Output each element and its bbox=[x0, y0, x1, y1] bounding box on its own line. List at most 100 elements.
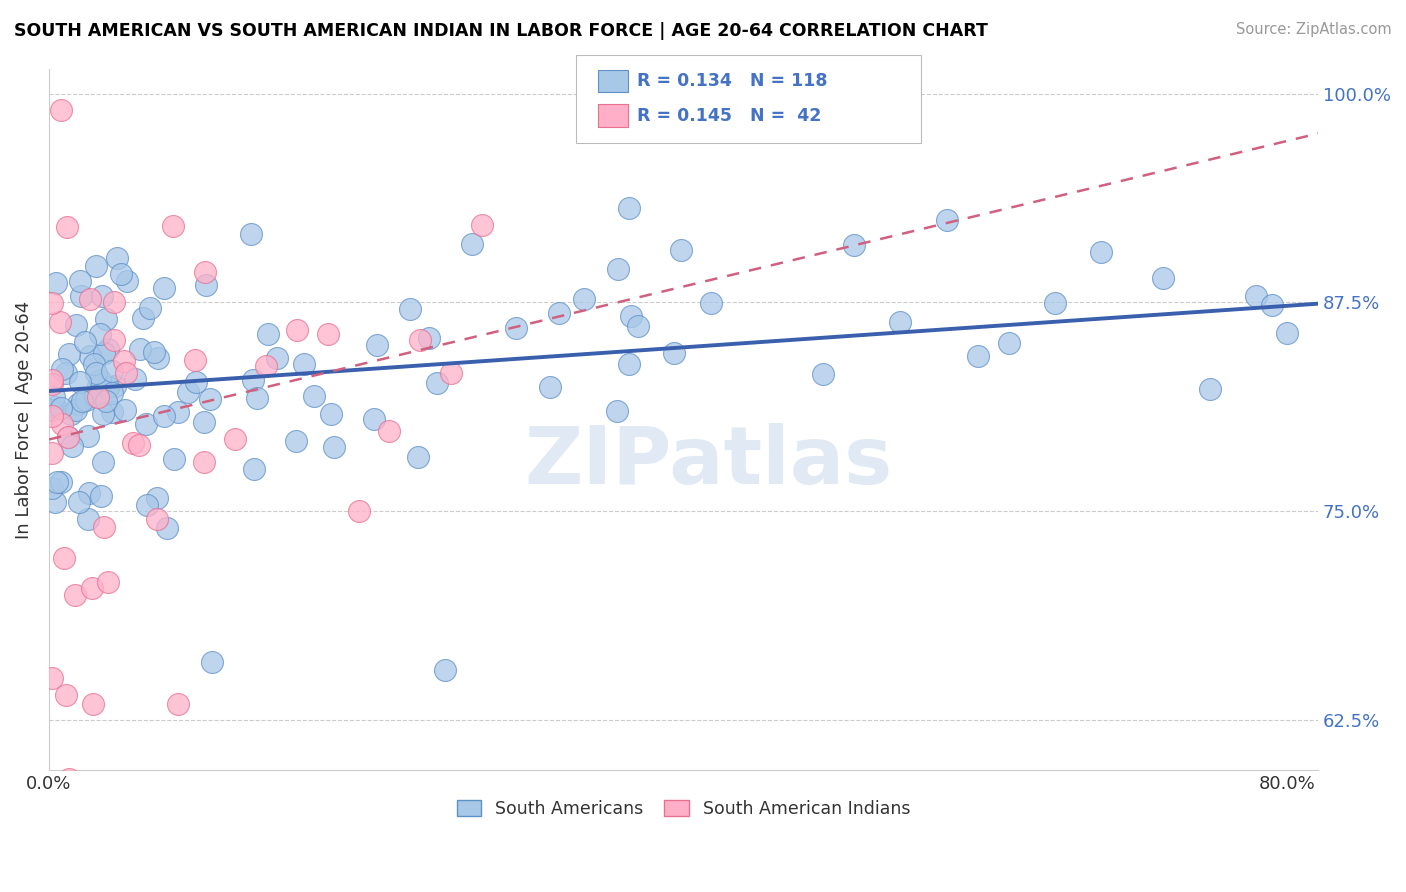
Point bbox=[153, 280, 176, 294]
Point bbox=[1152, 271, 1174, 285]
Point bbox=[363, 411, 385, 425]
Point bbox=[889, 316, 911, 330]
Point bbox=[699, 295, 721, 310]
Point bbox=[198, 392, 221, 406]
Point bbox=[69, 274, 91, 288]
Point bbox=[60, 407, 83, 421]
Point bbox=[122, 435, 145, 450]
Legend: South Americans, South American Indians: South Americans, South American Indians bbox=[450, 793, 917, 825]
Point bbox=[471, 218, 494, 232]
Text: SOUTH AMERICAN VS SOUTH AMERICAN INDIAN IN LABOR FORCE | AGE 20-64 CORRELATION C: SOUTH AMERICAN VS SOUTH AMERICAN INDIAN … bbox=[14, 22, 988, 40]
Point bbox=[89, 327, 111, 342]
Point bbox=[87, 390, 110, 404]
Point bbox=[41, 403, 63, 417]
Point bbox=[193, 455, 215, 469]
Point bbox=[166, 405, 188, 419]
Point bbox=[63, 588, 86, 602]
Text: R = 0.145   N =  42: R = 0.145 N = 42 bbox=[637, 106, 821, 125]
Point bbox=[669, 244, 692, 258]
Point bbox=[56, 219, 79, 234]
Point bbox=[72, 394, 94, 409]
Point bbox=[93, 346, 115, 360]
Point bbox=[153, 409, 176, 424]
Point bbox=[87, 378, 110, 392]
Point bbox=[664, 346, 686, 360]
Point bbox=[607, 262, 630, 277]
Point bbox=[83, 389, 105, 403]
Point bbox=[97, 380, 120, 394]
Point bbox=[548, 306, 571, 320]
Point bbox=[103, 334, 125, 348]
Point bbox=[1043, 295, 1066, 310]
Point bbox=[1090, 244, 1112, 259]
Point bbox=[84, 366, 107, 380]
Text: R = 0.134   N = 118: R = 0.134 N = 118 bbox=[637, 71, 827, 90]
Text: Source: ZipAtlas.com: Source: ZipAtlas.com bbox=[1236, 22, 1392, 37]
Point bbox=[162, 451, 184, 466]
Point bbox=[115, 366, 138, 380]
Point bbox=[266, 351, 288, 365]
Point bbox=[135, 499, 157, 513]
Point bbox=[58, 772, 80, 786]
Point bbox=[184, 375, 207, 389]
Point bbox=[51, 417, 73, 431]
Point bbox=[94, 393, 117, 408]
Point bbox=[41, 672, 63, 686]
Point bbox=[112, 354, 135, 368]
Point bbox=[41, 446, 63, 460]
Point bbox=[1244, 289, 1267, 303]
Y-axis label: In Labor Force | Age 20-64: In Labor Force | Age 20-64 bbox=[15, 301, 32, 539]
Point bbox=[347, 504, 370, 518]
Point bbox=[148, 351, 170, 365]
Point bbox=[96, 312, 118, 326]
Point bbox=[41, 481, 63, 495]
Point bbox=[93, 455, 115, 469]
Point bbox=[194, 264, 217, 278]
Point bbox=[184, 353, 207, 368]
Point bbox=[811, 367, 834, 381]
Point bbox=[41, 373, 63, 387]
Point bbox=[1198, 383, 1220, 397]
Point bbox=[966, 349, 988, 363]
Point bbox=[90, 489, 112, 503]
Point bbox=[89, 373, 111, 387]
Point bbox=[97, 574, 120, 589]
Point bbox=[80, 581, 103, 595]
Point bbox=[935, 213, 957, 227]
Point bbox=[49, 401, 72, 416]
Point bbox=[101, 405, 124, 419]
Point bbox=[58, 347, 80, 361]
Point bbox=[366, 337, 388, 351]
Point bbox=[77, 486, 100, 500]
Point bbox=[409, 333, 432, 347]
Point bbox=[426, 376, 449, 391]
Point bbox=[842, 238, 865, 252]
Point bbox=[194, 278, 217, 293]
Point bbox=[70, 289, 93, 303]
Point bbox=[399, 302, 422, 317]
Point bbox=[193, 416, 215, 430]
Point bbox=[201, 655, 224, 669]
Point bbox=[97, 342, 120, 356]
Point bbox=[53, 551, 76, 566]
Point bbox=[132, 310, 155, 325]
Point bbox=[285, 323, 308, 337]
Point bbox=[44, 401, 66, 415]
Point bbox=[42, 390, 65, 404]
Point bbox=[128, 438, 150, 452]
Point bbox=[224, 432, 246, 446]
Point bbox=[58, 430, 80, 444]
Point bbox=[48, 314, 70, 328]
Point bbox=[58, 430, 80, 444]
Point bbox=[176, 385, 198, 400]
Point bbox=[572, 292, 595, 306]
Point bbox=[55, 688, 77, 702]
Point bbox=[115, 274, 138, 288]
Point bbox=[146, 512, 169, 526]
Point bbox=[292, 357, 315, 371]
Point bbox=[41, 377, 63, 392]
Point bbox=[91, 407, 114, 421]
Point bbox=[110, 267, 132, 281]
Point bbox=[617, 357, 640, 371]
Point bbox=[146, 491, 169, 505]
